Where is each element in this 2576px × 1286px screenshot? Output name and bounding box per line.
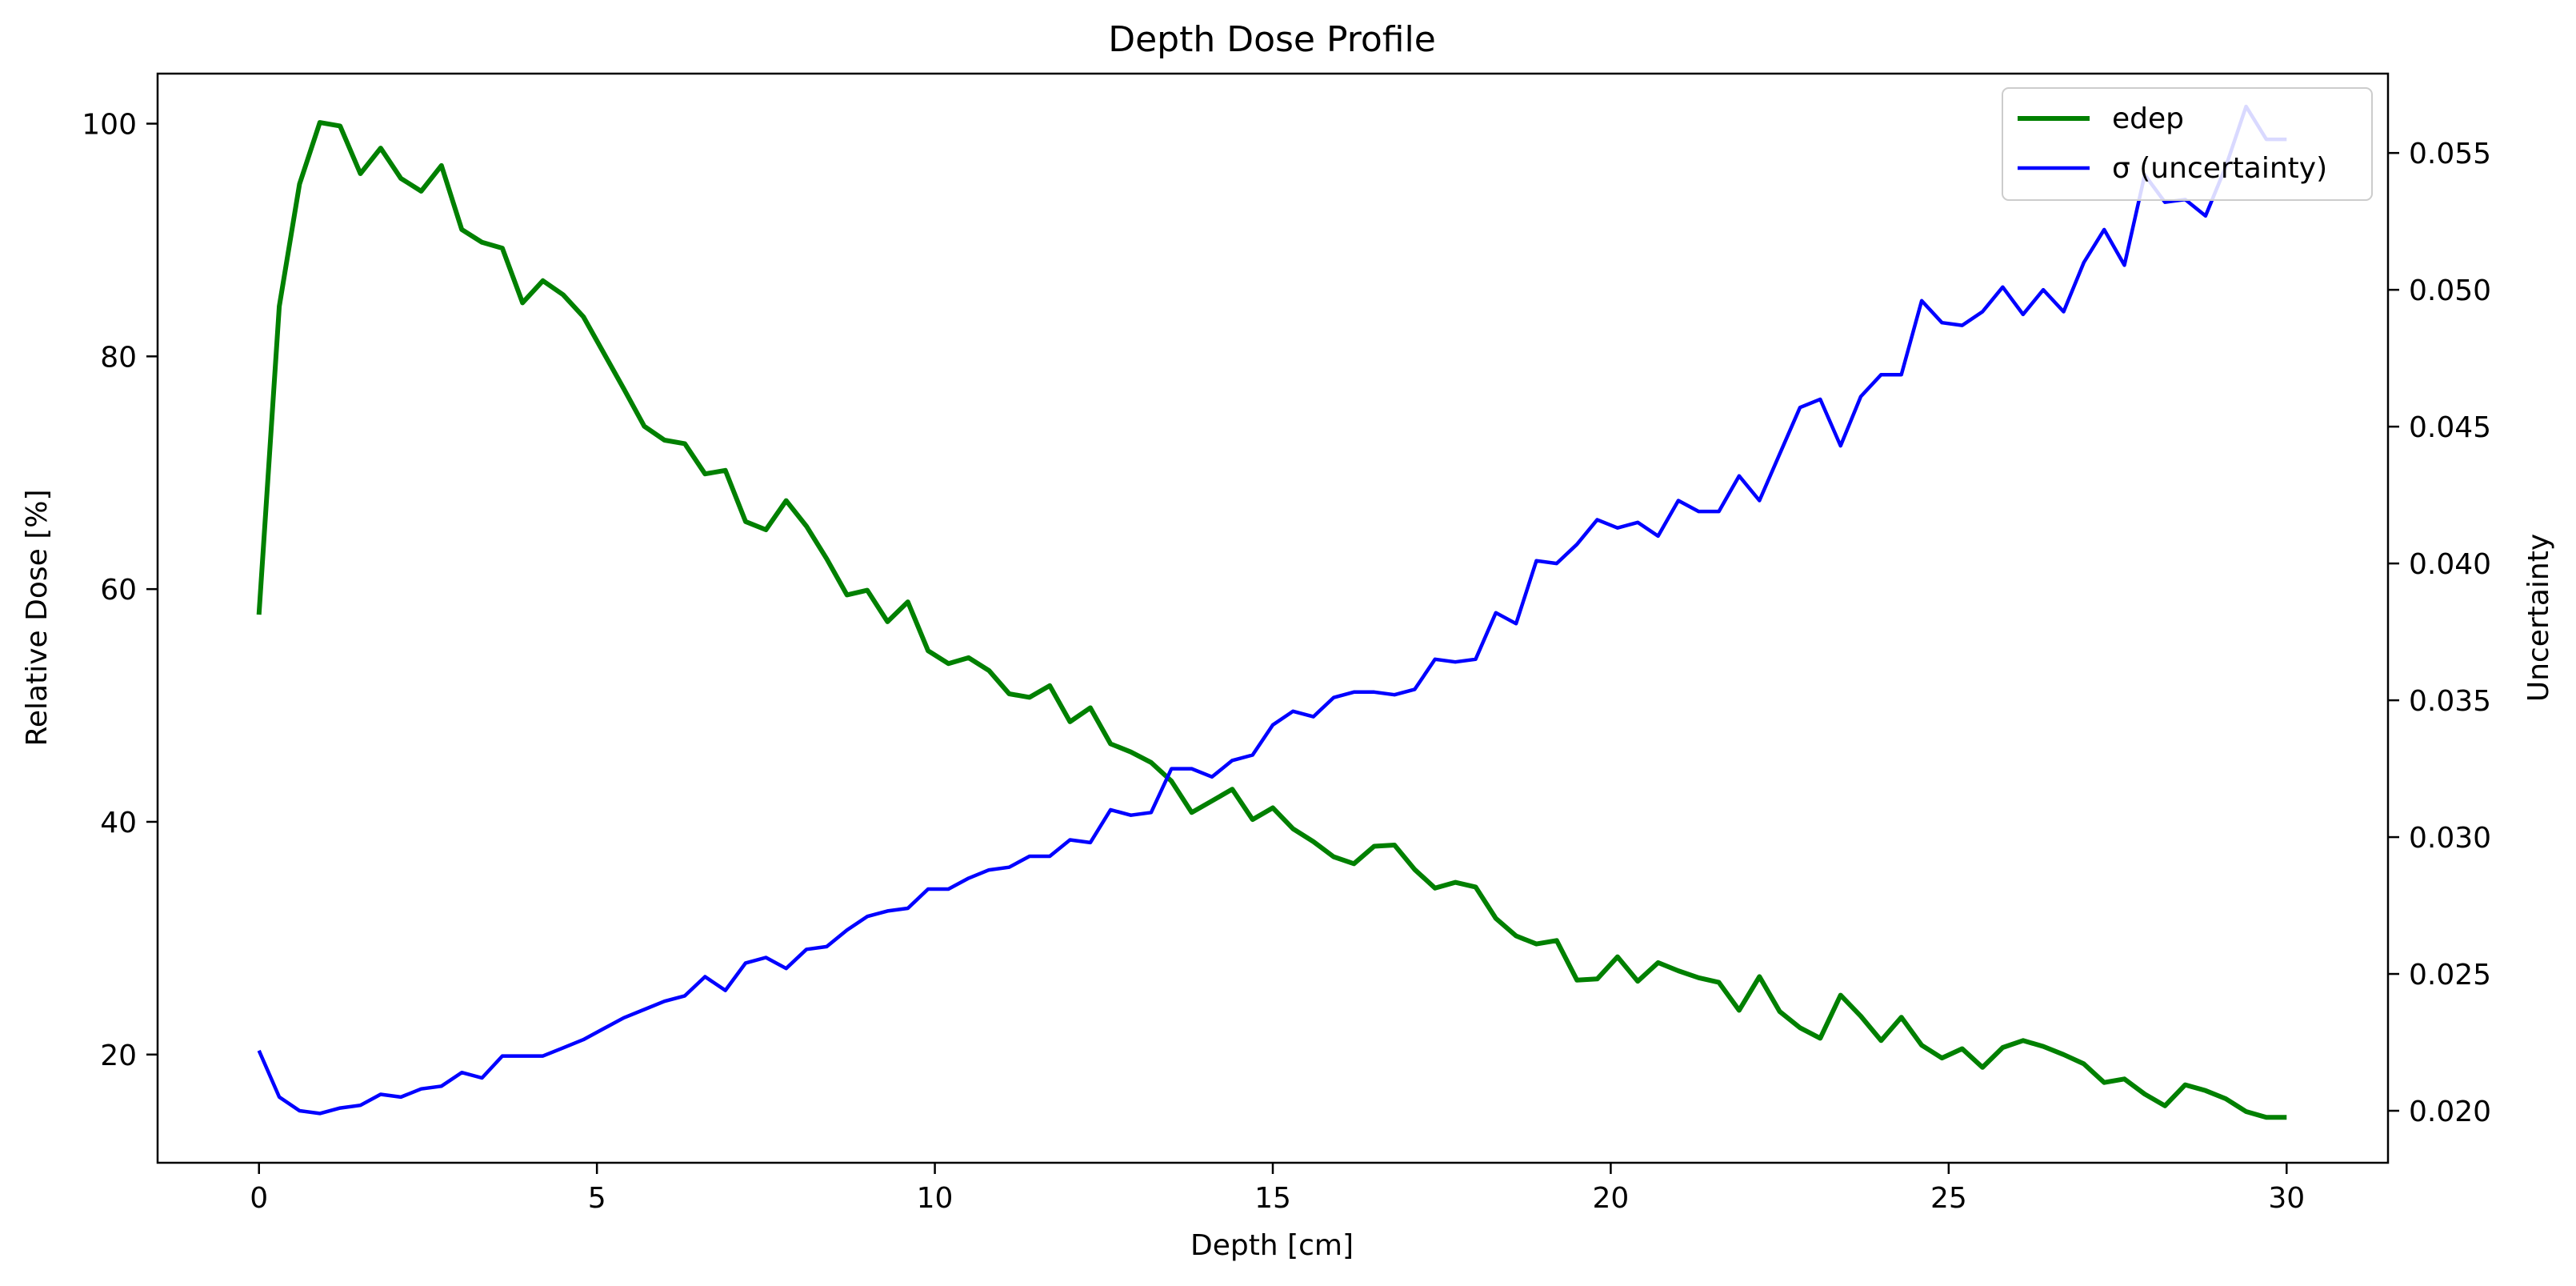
y2-tick-label: 0.030: [2409, 822, 2491, 855]
y-tick-label: 80: [100, 341, 137, 374]
edep-series-line: [256, 120, 2287, 1120]
y2-tick-label: 0.040: [2409, 548, 2491, 581]
y2-tick-label: 0.020: [2409, 1096, 2491, 1128]
y2-tick-label: 0.055: [2409, 138, 2491, 170]
x-axis-label: Depth [cm]: [1190, 1229, 1354, 1262]
y2-tick-label: 0.050: [2409, 274, 2491, 307]
legend: edep σ (uncertainty): [2002, 87, 2373, 201]
y-axis-right: 0.020 0.025 0.030 0.035 0.040 0.045 0.050 0.055: [2388, 138, 2491, 1128]
x-tick-label: 20: [1593, 1182, 1630, 1215]
legend-box: [2002, 87, 2373, 201]
y-axis-left: 20 40 60 80 100: [82, 109, 158, 1072]
x-tick-label: 5: [588, 1182, 606, 1215]
sigma-series-line: [257, 104, 2287, 1116]
chart-title: Depth Dose Profile: [1108, 19, 1436, 60]
x-tick-label: 30: [2268, 1182, 2305, 1215]
x-tick-label: 15: [1254, 1182, 1291, 1215]
y2-axis-label: Uncertainty: [2522, 534, 2555, 702]
plot-area: [256, 104, 2287, 1120]
y-tick-label: 60: [100, 574, 137, 607]
y2-tick-label: 0.035: [2409, 685, 2491, 718]
x-axis: 0 5 10 15 20 25 30: [250, 1163, 2305, 1215]
y2-tick-label: 0.045: [2409, 411, 2491, 444]
x-tick-label: 10: [917, 1182, 954, 1215]
y2-tick-label: 0.025: [2409, 959, 2491, 992]
legend-edep-label: edep: [2112, 102, 2184, 135]
y-tick-label: 20: [100, 1040, 137, 1072]
y-axis-label: Relative Dose [%]: [21, 489, 54, 746]
y-tick-label: 40: [100, 807, 137, 839]
legend-sigma-label: σ (uncertainty): [2112, 152, 2327, 185]
x-tick-label: 0: [250, 1182, 268, 1215]
x-tick-label: 25: [1930, 1182, 1967, 1215]
y-tick-label: 100: [82, 109, 137, 142]
